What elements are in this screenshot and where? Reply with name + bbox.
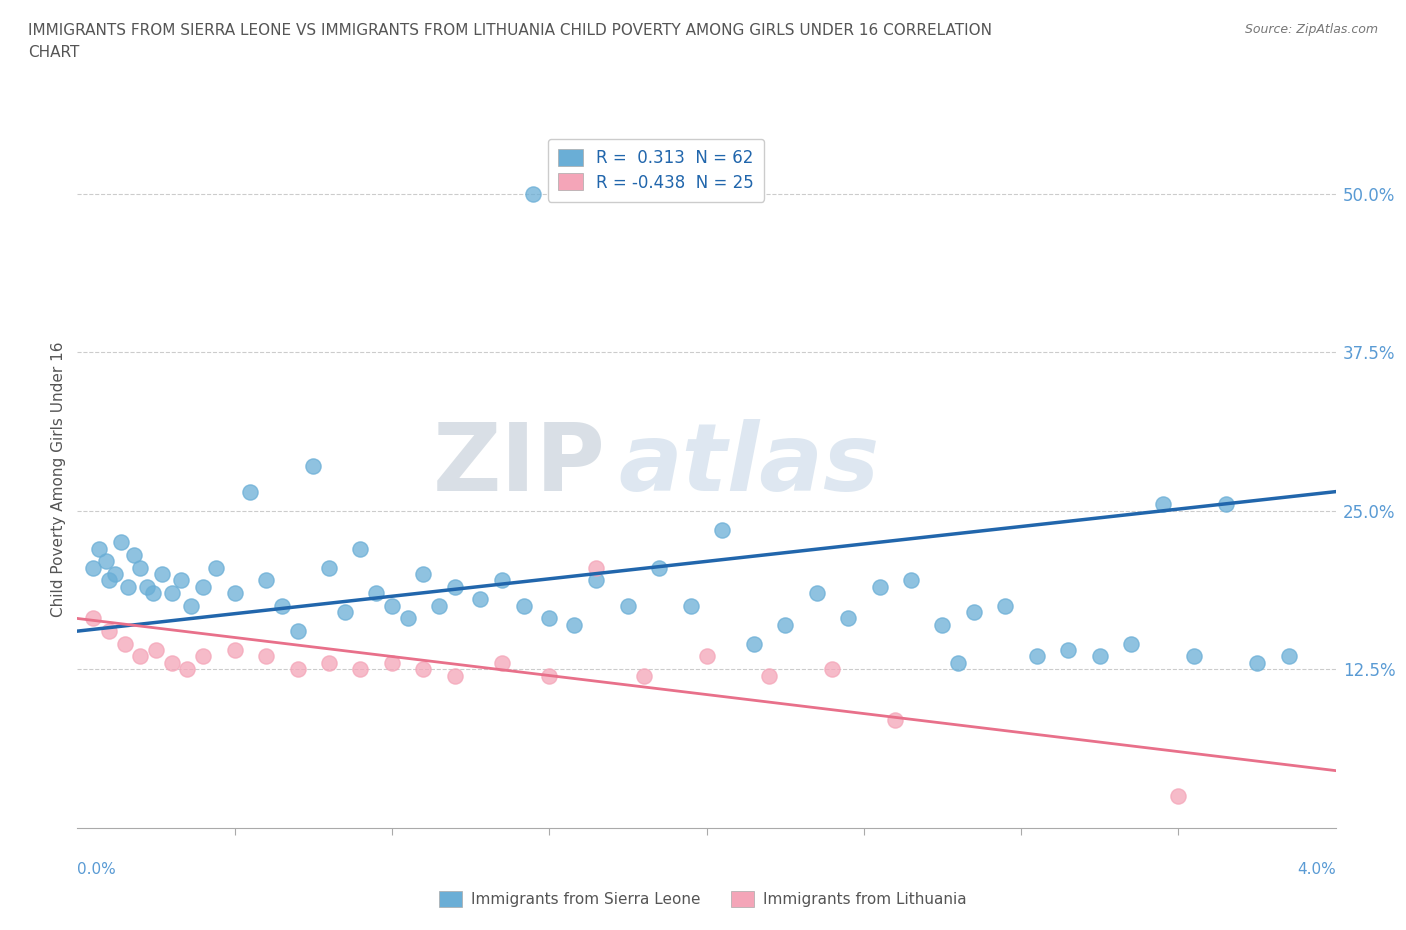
Legend: Immigrants from Sierra Leone, Immigrants from Lithuania: Immigrants from Sierra Leone, Immigrants…: [433, 884, 973, 913]
Point: [333, 604, 356, 619]
Point: [135, 579, 157, 594]
Point: [900, 573, 922, 588]
Point: [585, 573, 607, 588]
Point: [491, 656, 513, 671]
Point: [806, 586, 828, 601]
Point: [191, 579, 215, 594]
Point: [129, 560, 152, 575]
Point: [97, 573, 120, 588]
Point: [180, 598, 202, 613]
Point: [1152, 497, 1174, 512]
Point: [711, 523, 734, 538]
Point: [491, 573, 513, 588]
Point: [1025, 649, 1047, 664]
Point: [1057, 643, 1080, 658]
Point: [412, 566, 434, 581]
Point: [633, 668, 655, 683]
Point: [1246, 656, 1268, 671]
Point: [1215, 497, 1237, 512]
Point: [617, 598, 640, 613]
Point: [89, 541, 111, 556]
Point: [145, 643, 167, 658]
Point: [122, 548, 145, 563]
Point: [931, 618, 953, 632]
Point: [513, 598, 536, 613]
Point: [160, 586, 183, 601]
Point: [150, 566, 173, 581]
Point: [176, 662, 198, 677]
Point: [381, 598, 404, 613]
Point: [287, 624, 309, 639]
Point: [381, 656, 404, 671]
Point: [648, 560, 671, 575]
Point: [742, 636, 765, 651]
Point: [160, 656, 183, 671]
Point: [821, 662, 844, 677]
Point: [538, 668, 561, 683]
Point: [142, 586, 165, 601]
Point: [869, 579, 891, 594]
Point: [349, 541, 371, 556]
Text: 0.0%: 0.0%: [77, 862, 117, 877]
Point: [948, 656, 970, 671]
Text: atlas: atlas: [619, 419, 880, 511]
Point: [224, 586, 246, 601]
Point: [302, 458, 325, 473]
Point: [129, 649, 152, 664]
Text: 4.0%: 4.0%: [1296, 862, 1336, 877]
Point: [224, 643, 246, 658]
Point: [1182, 649, 1205, 664]
Point: [170, 573, 193, 588]
Legend: R =  0.313  N = 62, R = -0.438  N = 25: R = 0.313 N = 62, R = -0.438 N = 25: [548, 139, 765, 202]
Point: [82, 611, 104, 626]
Text: ZIP: ZIP: [433, 419, 606, 511]
Point: [963, 604, 986, 619]
Point: [773, 618, 796, 632]
Point: [349, 662, 371, 677]
Point: [427, 598, 450, 613]
Point: [97, 624, 120, 639]
Point: [679, 598, 702, 613]
Point: [1121, 636, 1143, 651]
Text: IMMIGRANTS FROM SIERRA LEONE VS IMMIGRANTS FROM LITHUANIA CHILD POVERTY AMONG GI: IMMIGRANTS FROM SIERRA LEONE VS IMMIGRAN…: [28, 23, 993, 60]
Point: [287, 662, 309, 677]
Point: [117, 579, 139, 594]
Point: [191, 649, 215, 664]
Point: [522, 186, 544, 201]
Point: [82, 560, 104, 575]
Point: [318, 560, 340, 575]
Point: [114, 636, 136, 651]
Point: [254, 573, 277, 588]
Point: [884, 712, 907, 727]
Y-axis label: Child Poverty Among Girls Under 16: Child Poverty Among Girls Under 16: [51, 341, 66, 617]
Point: [538, 611, 561, 626]
Point: [696, 649, 718, 664]
Point: [444, 668, 467, 683]
Point: [758, 668, 780, 683]
Point: [204, 560, 226, 575]
Point: [444, 579, 467, 594]
Point: [366, 586, 388, 601]
Point: [1088, 649, 1111, 664]
Point: [239, 485, 262, 499]
Point: [412, 662, 434, 677]
Point: [468, 592, 491, 607]
Point: [1167, 789, 1189, 804]
Point: [396, 611, 419, 626]
Point: [318, 656, 340, 671]
Point: [1277, 649, 1299, 664]
Point: [270, 598, 292, 613]
Text: Source: ZipAtlas.com: Source: ZipAtlas.com: [1244, 23, 1378, 36]
Point: [837, 611, 859, 626]
Point: [994, 598, 1017, 613]
Point: [254, 649, 277, 664]
Point: [564, 618, 586, 632]
Point: [104, 566, 127, 581]
Point: [585, 560, 607, 575]
Point: [110, 535, 132, 550]
Point: [94, 554, 117, 569]
